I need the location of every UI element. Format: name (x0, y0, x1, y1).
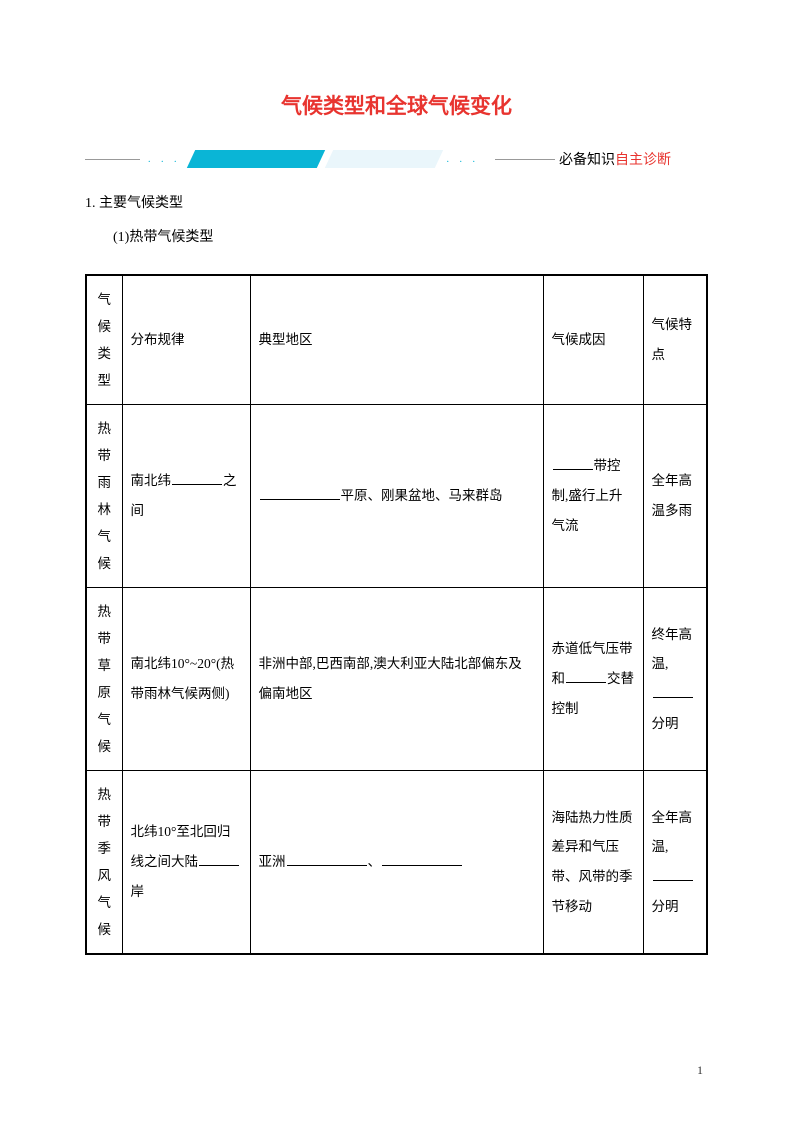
text-fragment: 分明 (652, 899, 679, 914)
row-feature: 全年高温多雨 (643, 405, 707, 588)
col-header-feature: 气候特点 (643, 275, 707, 405)
row-type-monsoon: 热带季风气候 (86, 771, 122, 955)
text-fragment: 分明 (652, 716, 679, 731)
text-fragment: 亚洲 (259, 854, 286, 869)
banner-shape-cyan (186, 150, 324, 168)
col-header-distribution: 分布规律 (122, 275, 250, 405)
section-subheading: (1)热带气候类型 (113, 226, 708, 246)
row-cause: 赤道低气压带和交替控制 (543, 588, 643, 771)
row-cause: 海陆热力性质差异和气压带、风带的季节移动 (543, 771, 643, 955)
table-header-row: 气候类型 分布规律 典型地区 气候成因 气候特点 (86, 275, 707, 405)
blank-input[interactable] (172, 472, 222, 486)
col-header-type: 气候类型 (86, 275, 122, 405)
banner-label: 必备知识自主诊断 (559, 149, 671, 169)
row-type-savanna: 热带草原气候 (86, 588, 122, 771)
blank-input[interactable] (260, 487, 340, 501)
text-fragment: 南北纬 (131, 473, 172, 488)
table-row: 热带草原气候 南北纬10°~20°(热带雨林气候两侧) 非洲中部,巴西南部,澳大… (86, 588, 707, 771)
banner-label-black: 必备知识 (559, 153, 615, 168)
section-heading: 1. 主要气候类型 (85, 192, 708, 212)
page-number: 1 (697, 1063, 703, 1078)
text-fragment: 终年高温, (652, 627, 693, 672)
page-title: 气候类型和全球气候变化 (85, 90, 708, 120)
col-header-region: 典型地区 (250, 275, 543, 405)
text-fragment: 岸 (131, 884, 145, 899)
row-distribution: 北纬10°至北回归线之间大陆岸 (122, 771, 250, 955)
row-distribution: 南北纬之间 (122, 405, 250, 588)
climate-table: 气候类型 分布规律 典型地区 气候成因 气候特点 热带雨林气候 南北纬之间 平原… (85, 274, 708, 955)
banner-line-left (85, 159, 140, 160)
blank-input[interactable] (287, 853, 367, 867)
banner-dots-left: . . . (140, 154, 189, 165)
blank-input[interactable] (653, 868, 693, 882)
banner-shape-light (324, 150, 442, 168)
blank-input[interactable] (653, 685, 693, 699)
row-feature: 终年高温, 分明 (643, 588, 707, 771)
banner-label-red: 自主诊断 (615, 153, 671, 168)
banner-dots-right: . . . (439, 154, 488, 165)
row-region: 非洲中部,巴西南部,澳大利亚大陆北部偏东及偏南地区 (250, 588, 543, 771)
text-fragment: 全年高温, (652, 810, 693, 855)
table-row: 热带季风气候 北纬10°至北回归线之间大陆岸 亚洲 、 海陆热力性质差异和气压带、… (86, 771, 707, 955)
row-region: 亚洲 、 (250, 771, 543, 955)
row-feature: 全年高温, 分明 (643, 771, 707, 955)
section-banner: . . . . . . 必备知识自主诊断 (85, 148, 708, 170)
banner-line-right (495, 159, 555, 160)
text-fragment: 、 (368, 854, 382, 869)
row-type-rainforest: 热带雨林气候 (86, 405, 122, 588)
blank-input[interactable] (199, 853, 239, 867)
row-cause: 带控制,盛行上升气流 (543, 405, 643, 588)
blank-input[interactable] (566, 670, 606, 684)
blank-input[interactable] (553, 457, 593, 471)
blank-input[interactable] (382, 853, 462, 867)
text-fragment: 平原、刚果盆地、马来群岛 (341, 488, 503, 503)
row-distribution: 南北纬10°~20°(热带雨林气候两侧) (122, 588, 250, 771)
table-row: 热带雨林气候 南北纬之间 平原、刚果盆地、马来群岛 带控制,盛行上升气流 全年高… (86, 405, 707, 588)
col-header-cause: 气候成因 (543, 275, 643, 405)
row-region: 平原、刚果盆地、马来群岛 (250, 405, 543, 588)
